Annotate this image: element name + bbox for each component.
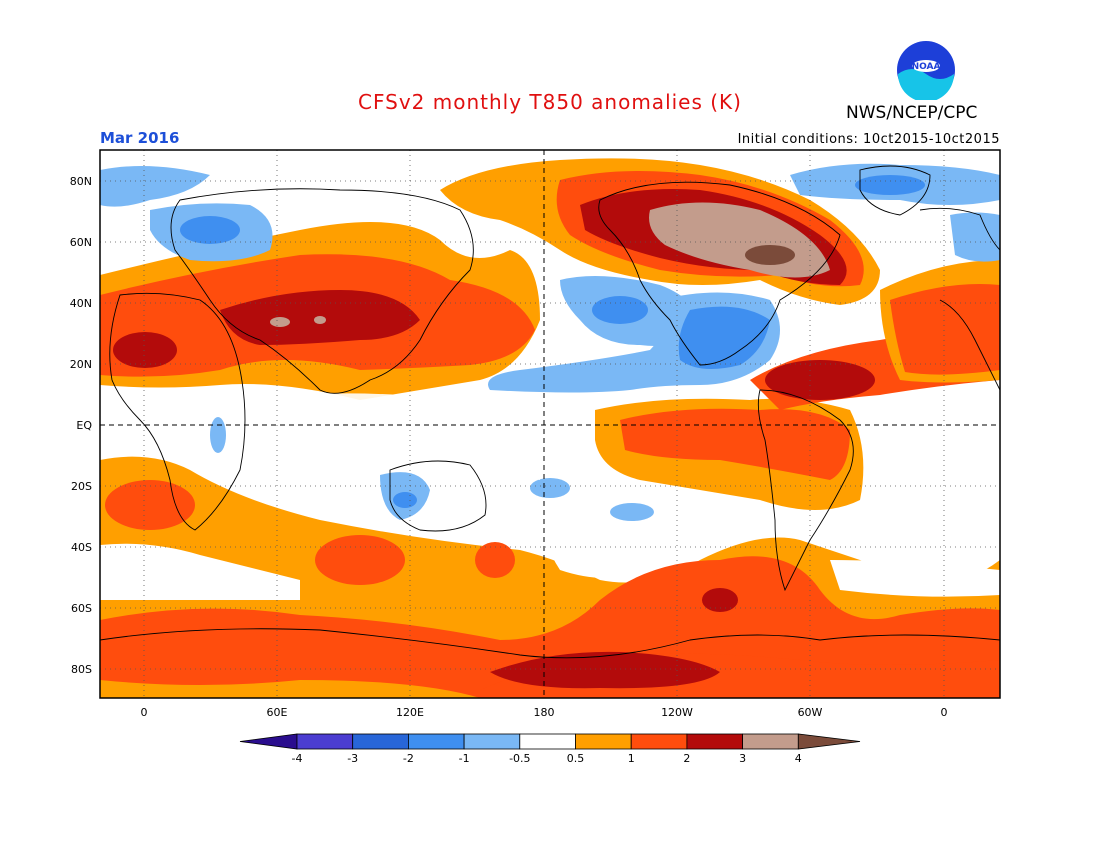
shade-white-south-2 xyxy=(540,430,660,578)
legend-swatch xyxy=(407,733,465,750)
legend-swatch xyxy=(575,733,632,750)
legend-swatch xyxy=(352,733,409,750)
color-legend: -4 -3 -2 -1 -0.5 0.5 1 2 3 4 xyxy=(239,733,861,765)
legend-tick-label: -3 xyxy=(347,752,358,765)
lon-label: 60E xyxy=(267,706,288,719)
legend-swatch xyxy=(463,733,521,750)
map-title: CFSv2 monthly T850 anomalies (K) xyxy=(358,90,742,114)
legend-tick-label: -0.5 xyxy=(509,752,530,765)
shade-white-south-1 xyxy=(100,543,300,600)
legend-swatch xyxy=(797,733,861,750)
legend-tick-label: -1 xyxy=(459,752,470,765)
legend-swatch xyxy=(296,733,354,750)
lon-label: 120W xyxy=(661,706,693,719)
legend-tick-label: 2 xyxy=(683,752,690,765)
shade-blue-spacific-2 xyxy=(610,503,654,521)
lon-label: 60W xyxy=(798,706,823,719)
lat-label: 20N xyxy=(70,358,92,371)
lat-label: 20S xyxy=(71,480,92,493)
shade-white-indian xyxy=(240,393,540,480)
coastlines xyxy=(100,165,1000,659)
shade-darkred-africa xyxy=(113,332,177,368)
lat-label: 40N xyxy=(70,297,92,310)
shade-blue-npacific-core xyxy=(592,296,648,324)
shade-blue-spacific-1 xyxy=(530,478,570,498)
shade-blue-nw-europe xyxy=(100,166,210,207)
legend-tick-label: 3 xyxy=(739,752,746,765)
legend-swatch xyxy=(519,733,576,750)
shade-brown-asia-1 xyxy=(270,317,290,327)
longitude-labels: 0 60E 120E 180 120W 60W 0 xyxy=(141,706,948,719)
shade-darkbrown-canada xyxy=(745,245,795,265)
gridlines xyxy=(100,150,1000,698)
shade-blue-eafrica xyxy=(210,417,226,453)
lat-label: 60S xyxy=(71,602,92,615)
lon-label: 0 xyxy=(941,706,948,719)
shade-red-tropic xyxy=(620,408,850,480)
lon-label: 120E xyxy=(396,706,424,719)
agency-label: NWS/NCEP/CPC xyxy=(846,103,978,123)
lat-label: 80N xyxy=(70,175,92,188)
shade-brown-asia-2 xyxy=(314,316,326,324)
latitude-labels: 80N 60N 40N 20N EQ 20S 40S 60S 80S xyxy=(70,175,93,676)
lat-label: EQ xyxy=(76,419,92,432)
legend-tick-label: -4 xyxy=(292,752,303,765)
shade-red-southafrica xyxy=(105,480,195,530)
shade-red-n-atlantic xyxy=(890,284,1000,375)
legend-tick-label: 1 xyxy=(628,752,635,765)
noaa-logo: NOAA xyxy=(897,41,955,100)
map-frame xyxy=(99,149,1001,699)
legend-swatch xyxy=(742,733,799,750)
lat-label: 40S xyxy=(71,541,92,554)
anomaly-field xyxy=(100,150,1000,698)
legend-swatch xyxy=(239,733,298,750)
legend-tick-label: 0.5 xyxy=(567,752,585,765)
lon-label: 0 xyxy=(141,706,148,719)
shade-darkred-atlantic xyxy=(765,360,875,400)
shade-darkred-south-2 xyxy=(702,588,738,612)
initial-conditions-label: Initial conditions: 10ct2015-10ct2015 xyxy=(737,132,1000,147)
shade-red-southindian xyxy=(315,535,405,585)
lat-label: 60N xyxy=(70,236,92,249)
shade-blue-e-europe xyxy=(950,212,1000,262)
shade-blue-namerica-core xyxy=(678,306,770,369)
shade-red-southpacific xyxy=(475,542,515,578)
shade-white-south-3 xyxy=(830,560,1000,597)
legend-tick-label: 4 xyxy=(795,752,802,765)
logo-text: NOAA xyxy=(912,62,941,72)
shade-darkred-south xyxy=(490,651,720,689)
valid-month-label: Mar 2016 xyxy=(100,129,180,147)
shade-blue-australia-core xyxy=(393,492,417,508)
legend-swatch xyxy=(686,733,744,750)
shade-blue-greenland-core xyxy=(855,175,925,195)
lon-label: 180 xyxy=(534,706,555,719)
legend-tick-label: -2 xyxy=(403,752,414,765)
shade-blue-siberia-core xyxy=(180,216,240,244)
legend-swatch xyxy=(630,733,688,750)
lat-label: 80S xyxy=(71,663,92,676)
